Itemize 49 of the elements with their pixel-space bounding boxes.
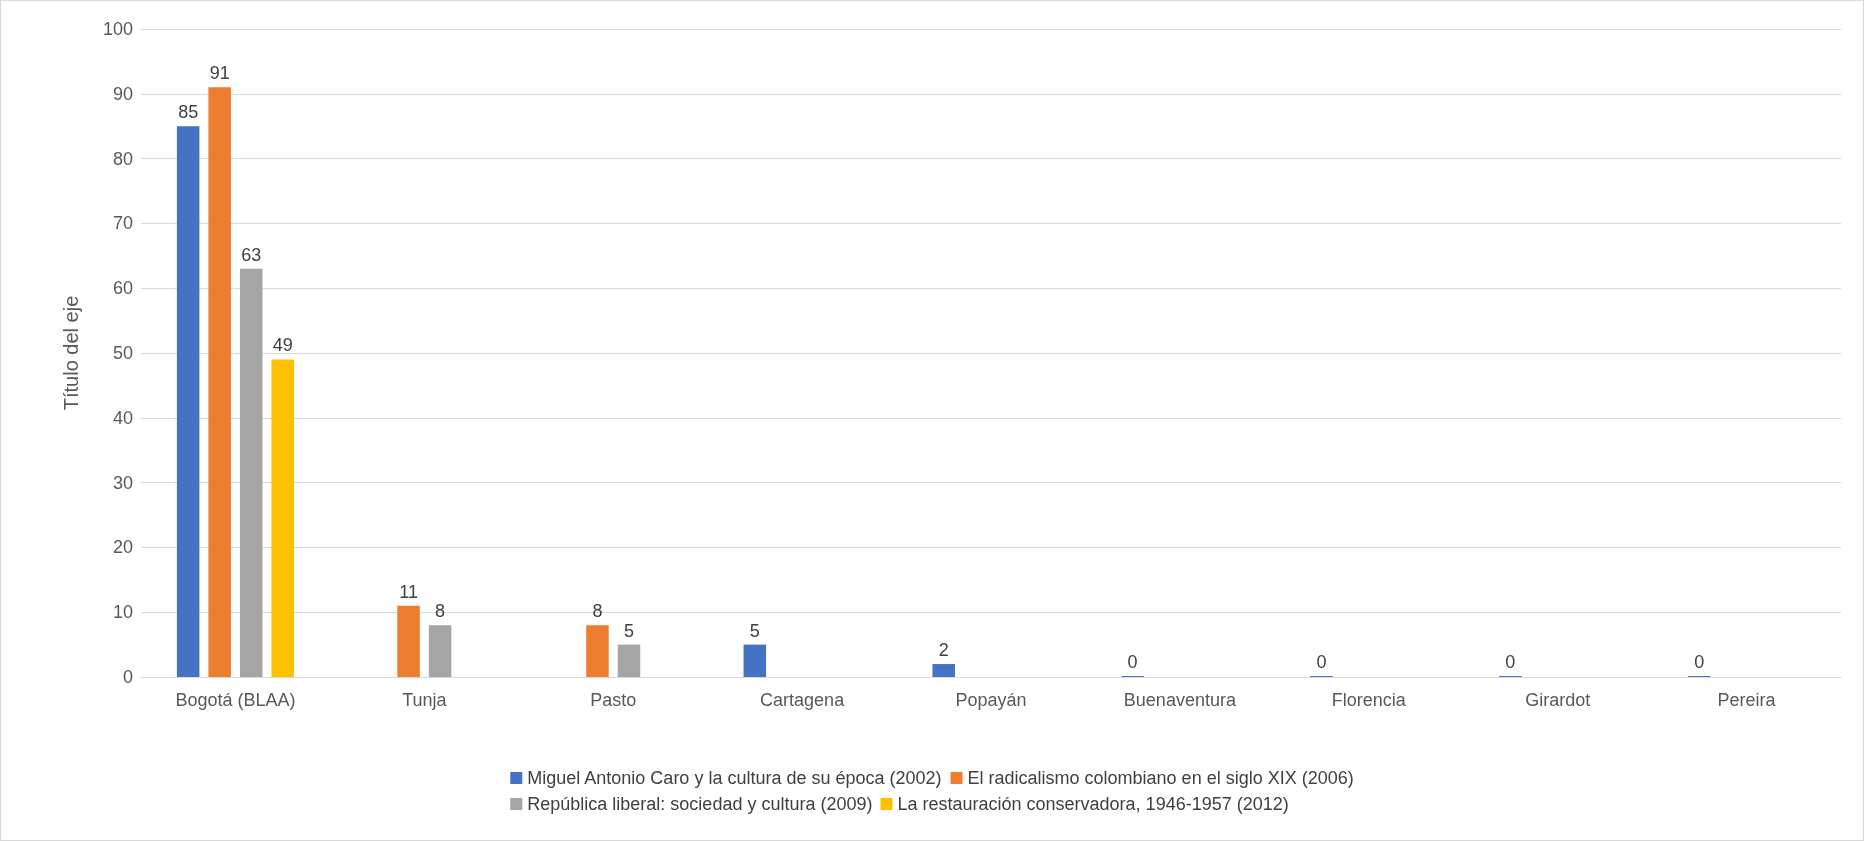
data-label: 91 — [209, 63, 230, 84]
bar — [932, 664, 955, 677]
x-tick-label: Tunja — [402, 690, 448, 710]
data-label: 5 — [623, 620, 634, 641]
y-tick-label: 90 — [112, 83, 133, 104]
y-tick-label: 60 — [112, 278, 133, 299]
data-label: 0 — [1127, 652, 1138, 672]
x-tick-label: Florencia — [1331, 690, 1407, 710]
bar — [586, 625, 609, 677]
x-tick-label: Popayán — [955, 690, 1027, 710]
x-tick-label: Buenaventura — [1123, 690, 1237, 710]
x-tick-label: Pereira — [1717, 690, 1777, 710]
y-tick-label: 80 — [112, 148, 133, 169]
x-tick-label: Cartagena — [760, 690, 846, 710]
data-label: 8 — [592, 601, 603, 622]
bar — [176, 126, 200, 677]
data-label: 0 — [1694, 652, 1705, 672]
y-tick-label: 50 — [112, 343, 133, 363]
bar — [208, 87, 231, 677]
x-tick-label: Bogotá (BLAA) — [175, 690, 296, 710]
y-tick-label: 70 — [112, 213, 133, 234]
bar — [397, 605, 420, 677]
x-tick-label: Girardot — [1525, 690, 1591, 710]
y-tick-label: 0 — [122, 667, 133, 687]
data-label: 63 — [241, 244, 262, 265]
data-label: 49 — [272, 335, 293, 356]
bar — [428, 625, 452, 677]
bar — [617, 644, 641, 677]
data-label: 85 — [178, 102, 199, 123]
data-label: 11 — [399, 581, 418, 602]
y-tick-label: 40 — [112, 407, 133, 428]
data-label: 2 — [938, 640, 949, 661]
legend-label: Miguel Antonio Caro y la cultura de su época (2002) — [527, 768, 942, 788]
data-label: 8 — [435, 601, 446, 622]
y-tick-label: 20 — [112, 537, 133, 558]
data-label: 5 — [749, 620, 760, 641]
data-label: 0 — [1316, 652, 1327, 672]
bar — [743, 644, 767, 677]
y-tick-label: 30 — [112, 472, 133, 493]
bar — [271, 359, 294, 677]
bar — [239, 268, 263, 677]
y-tick-label: 10 — [112, 602, 133, 623]
legend-label: La restauración conservadora, 1946-1957 (2012) — [897, 794, 1289, 814]
y-tick-label: 100 — [102, 19, 133, 39]
legend-label: República liberal: sociedad y cultura (2009) — [527, 794, 873, 814]
data-label: 0 — [1505, 652, 1516, 672]
legend-label: El radicalismo colombiano en el siglo XIX (2006) — [967, 768, 1354, 788]
y-axis-title: Título del eje — [60, 295, 82, 411]
x-tick-label: Pasto — [590, 690, 637, 710]
